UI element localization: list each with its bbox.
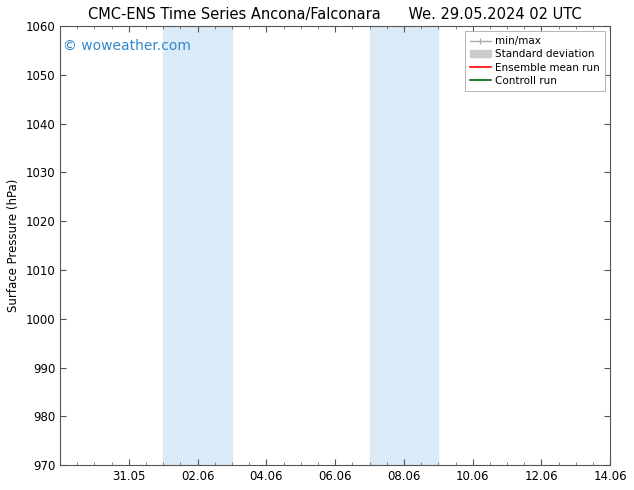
Text: © woweather.com: © woweather.com [63, 39, 191, 53]
Y-axis label: Surface Pressure (hPa): Surface Pressure (hPa) [7, 179, 20, 312]
Bar [164, 26, 232, 465]
Bar [370, 26, 438, 465]
Title: CMC-ENS Time Series Ancona/Falconara      We. 29.05.2024 02 UTC: CMC-ENS Time Series Ancona/Falconara We.… [88, 7, 582, 22]
Legend: min/max, Standard deviation, Ensemble mean run, Controll run: min/max, Standard deviation, Ensemble me… [465, 31, 605, 91]
